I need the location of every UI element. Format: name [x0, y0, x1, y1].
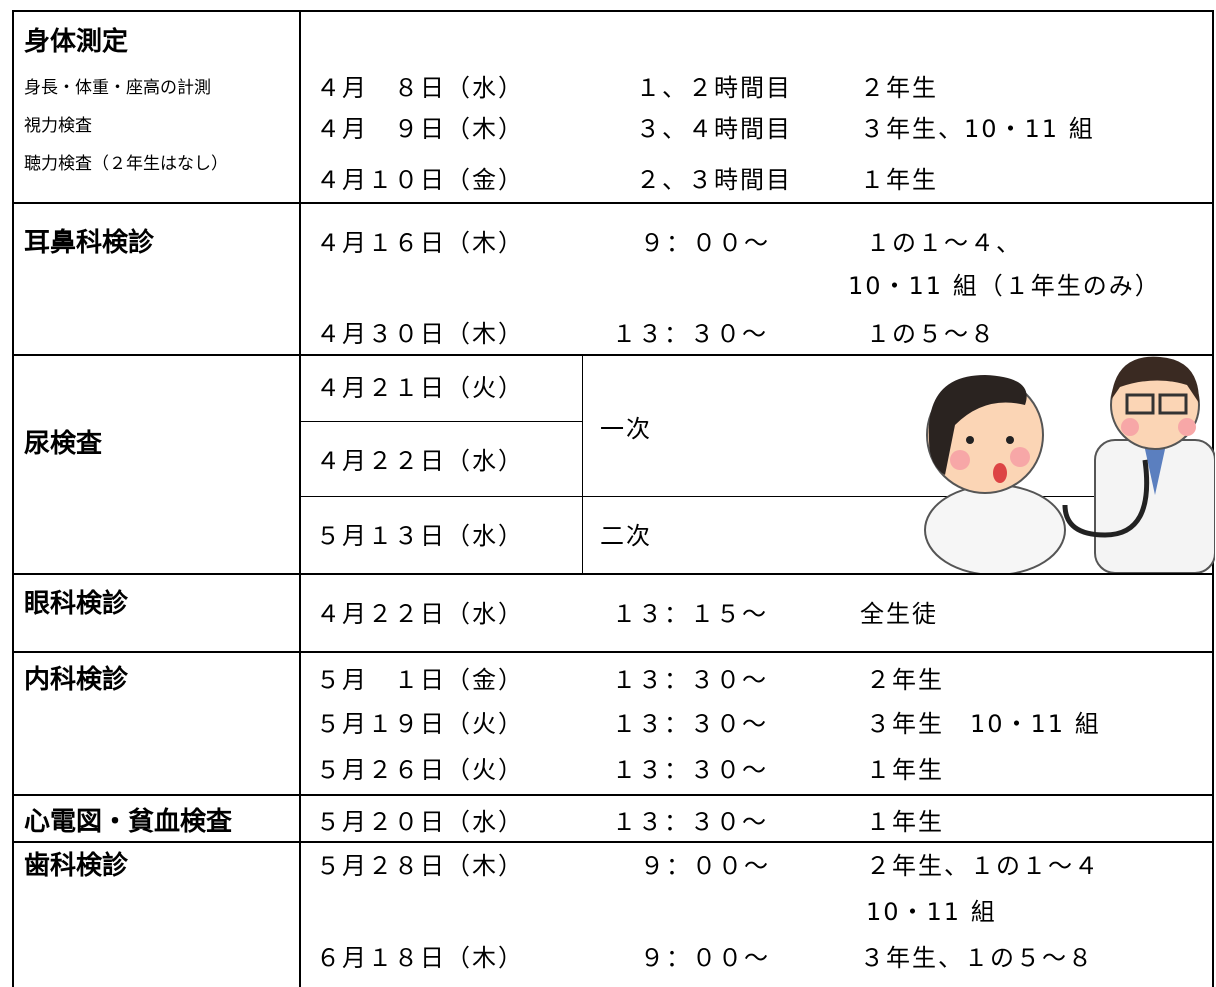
border — [12, 573, 1214, 575]
time: ９：００～ — [640, 852, 770, 880]
time: ３、４時間目 — [636, 115, 792, 143]
row-title: 内科検診 — [24, 665, 129, 695]
date: ５月２８日（木） — [316, 852, 524, 880]
border — [12, 354, 1214, 356]
mouth — [993, 463, 1007, 483]
time: ９：００～ — [640, 229, 770, 257]
row-title: 身体測定 — [24, 27, 129, 57]
date: ４月 ８日（水） — [316, 74, 524, 102]
cheek — [950, 450, 970, 470]
border — [582, 355, 583, 574]
date: ４月１６日（木） — [316, 229, 524, 257]
target: １年生 — [866, 808, 944, 836]
border — [300, 421, 583, 422]
note: 身長・体重・座高の計測 — [24, 78, 211, 98]
row-title: 歯科検診 — [24, 851, 129, 881]
date: ４月２１日（火） — [316, 374, 524, 402]
border — [12, 10, 14, 987]
target: ３年生、10・11 組 — [860, 115, 1095, 143]
row-title: 尿検査 — [24, 429, 103, 459]
date: ４月３０日（木） — [316, 320, 524, 348]
glasses — [1158, 393, 1188, 415]
cheek — [1010, 447, 1030, 467]
cheek — [1121, 418, 1139, 436]
child-body — [924, 484, 1066, 573]
target: ２年生 — [860, 74, 938, 102]
date: ６月１８日（木） — [316, 944, 524, 972]
border — [12, 841, 1214, 843]
date: ５月１９日（火） — [316, 710, 524, 738]
time: １３：３０～ — [612, 710, 768, 738]
target: 全生徒 — [860, 600, 938, 628]
border — [300, 496, 1214, 497]
note: 視力検査 — [24, 116, 92, 136]
date: ５月２６日（火） — [316, 756, 524, 784]
target: １年生 — [866, 756, 944, 784]
border — [12, 794, 1214, 796]
row-title: 眼科検診 — [24, 589, 129, 619]
target: １の５～８ — [866, 320, 996, 348]
doctor-illustration — [924, 356, 1215, 573]
date: ４月２２日（水） — [316, 447, 524, 475]
stage: 一次 — [600, 415, 652, 443]
border — [12, 10, 1214, 12]
glasses — [1125, 393, 1155, 415]
date: ５月２０日（水） — [316, 808, 524, 836]
time: １３：３０～ — [612, 808, 768, 836]
note: 聴力検査（２年生はなし） — [24, 154, 228, 174]
border — [299, 10, 301, 987]
target: 10・11 組 — [866, 898, 997, 926]
target: ３年生、１の５～８ — [860, 944, 1094, 972]
target: ３年生 10・11 組 — [866, 710, 1101, 738]
row-title: 耳鼻科検診 — [24, 228, 155, 258]
date: ４月１０日（金） — [316, 166, 524, 194]
time: １３：３０～ — [612, 756, 768, 784]
border — [12, 651, 1214, 653]
date: ４月２２日（水） — [316, 600, 524, 628]
time: １３：３０～ — [612, 666, 768, 694]
target: １の１～４、 — [866, 229, 1022, 257]
eye — [1006, 436, 1014, 444]
time: ２、３時間目 — [636, 166, 792, 194]
tie — [1143, 440, 1167, 495]
time: １３：１５～ — [612, 600, 768, 628]
target: 10・11 組（１年生のみ） — [848, 272, 1161, 300]
target: ２年生 — [866, 666, 944, 694]
time: １、２時間目 — [636, 74, 792, 102]
time: １３：３０～ — [612, 320, 768, 348]
target: ２年生、１の１～４ — [866, 852, 1100, 880]
doctor-hair — [1111, 356, 1200, 403]
eye — [966, 436, 974, 444]
child-hair — [928, 375, 1027, 475]
date: ５月１３日（水） — [316, 522, 524, 550]
stage: 二次 — [600, 522, 652, 550]
time: ９：００～ — [640, 944, 770, 972]
stethoscope — [1062, 459, 1150, 538]
target: １年生 — [860, 166, 938, 194]
row-title: 心電図・貧血検査 — [24, 807, 233, 837]
date: ５月 １日（金） — [316, 666, 524, 694]
date: ４月 ９日（木） — [316, 115, 524, 143]
border — [12, 202, 1214, 204]
cheek — [1178, 418, 1196, 436]
